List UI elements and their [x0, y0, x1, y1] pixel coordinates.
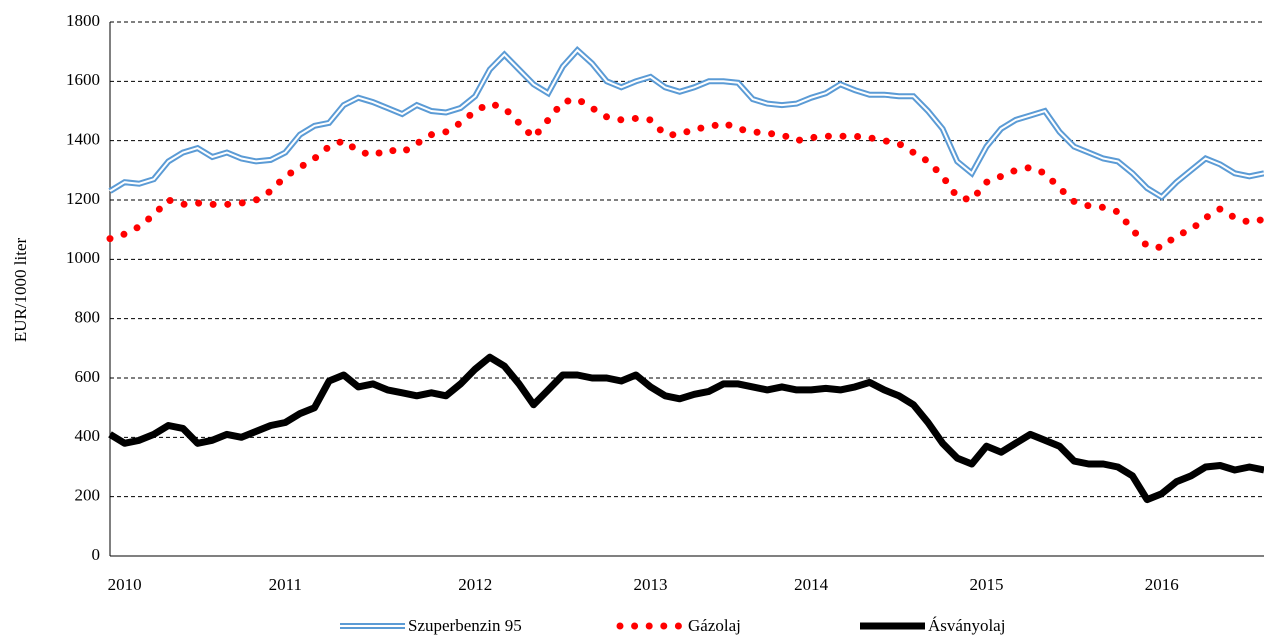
x-tick-label: 2014 [794, 575, 829, 594]
x-tick-label: 2010 [108, 575, 142, 594]
legend-label: Gázolaj [688, 616, 741, 635]
y-tick-label: 400 [75, 426, 101, 445]
y-tick-label: 800 [75, 308, 101, 327]
x-tick-label: 2013 [633, 575, 667, 594]
x-tick-label: 2015 [969, 575, 1003, 594]
line [108, 353, 1264, 504]
line [106, 95, 1264, 252]
y-tick-label: 0 [92, 545, 101, 564]
y-tick-label: 1200 [66, 189, 100, 208]
line [108, 45, 1264, 201]
legend-label: Ásványolaj [928, 616, 1005, 635]
x-tick-label: 2016 [1145, 575, 1179, 594]
y-tick-label: 600 [75, 367, 101, 386]
legend-label: Szuperbenzin 95 [408, 616, 522, 635]
y-tick-label: 1400 [66, 130, 100, 149]
x-tick-label: 2011 [269, 575, 302, 594]
y-tick-label: 1000 [66, 248, 100, 267]
y-tick-label: 1600 [66, 70, 100, 89]
line-inner [109, 48, 1264, 199]
x-tick-label: 2012 [458, 575, 492, 594]
y-tick-label: 1800 [66, 11, 100, 30]
y-tick-label: 200 [75, 486, 101, 505]
y-axis-label: EUR/1000 liter [11, 237, 30, 342]
